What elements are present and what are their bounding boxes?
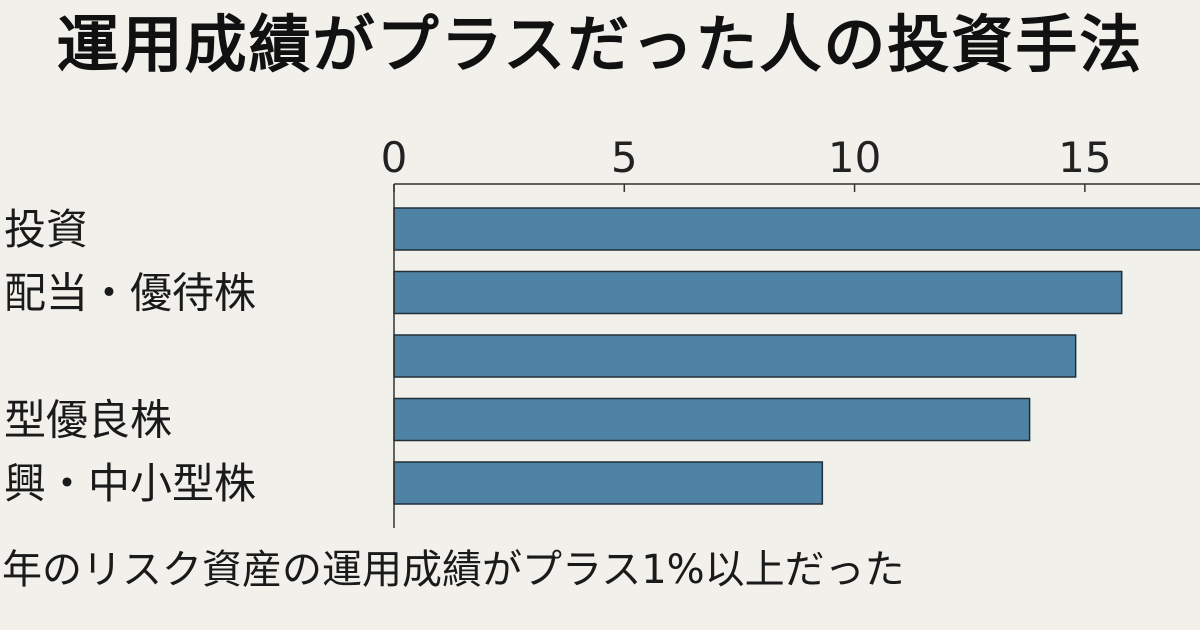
category-label-3: 型優良株 <box>4 396 172 445</box>
x-tick-label-0: 0 <box>381 133 408 182</box>
category-label-0: 投資 <box>4 205 88 254</box>
chart-title: 運用成績がプラスだった人の投資手法 <box>56 8 1144 81</box>
bar-1 <box>393 270 1123 315</box>
bars-layer <box>393 207 1200 505</box>
x-axis <box>393 183 1200 528</box>
x-tick-label-5: 5 <box>611 133 638 182</box>
category-label-1: 配当・優待株 <box>4 269 256 318</box>
category-label-4: 興・中小型株 <box>4 459 256 508</box>
bar-4 <box>393 461 824 505</box>
bar-2 <box>393 334 1077 378</box>
footnote: 年のリスク資産の運用成績がプラス1%以上だった <box>2 547 905 593</box>
bar-0 <box>393 207 1200 251</box>
bar-3 <box>393 397 1031 442</box>
x-tick-label-15: 15 <box>1058 133 1111 182</box>
x-tick-labels: 0 5 10 15 <box>381 133 1112 182</box>
x-tick-label-10: 10 <box>828 133 881 182</box>
